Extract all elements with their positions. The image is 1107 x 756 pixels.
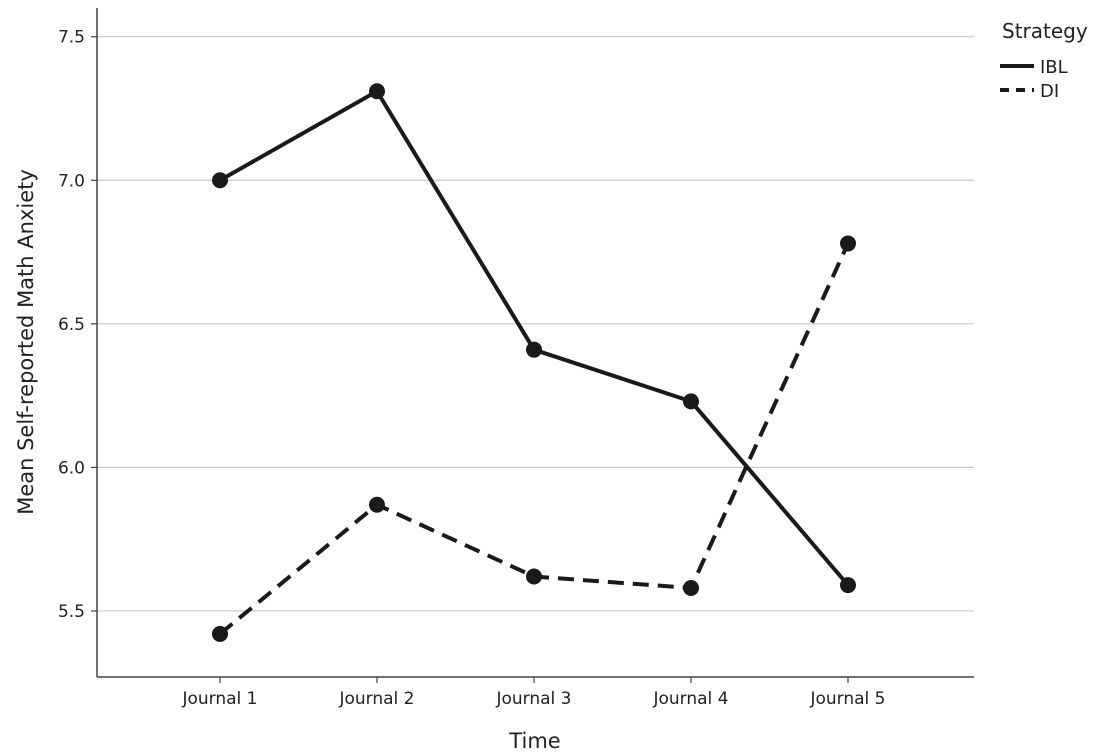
y-tick-label: 5.5 <box>58 602 85 622</box>
series-ibl <box>212 83 856 594</box>
data-point-di <box>212 625 228 642</box>
y-tick-labels: 5.5 6.0 6.5 7.0 7.5 <box>58 28 85 622</box>
x-tick-label: Journal 1 <box>181 689 257 709</box>
data-point-ibl <box>212 172 228 189</box>
data-point-ibl <box>526 341 542 358</box>
data-point-ibl <box>369 83 385 100</box>
data-point-di <box>683 579 699 596</box>
y-tick-label: 6.0 <box>58 458 85 478</box>
axes <box>96 8 974 678</box>
series-line-ibl <box>219 89 850 587</box>
x-axis-title: Time <box>508 729 560 753</box>
legend-label-di: DI <box>1040 81 1059 102</box>
data-point-di <box>840 235 856 252</box>
data-point-di <box>526 568 542 585</box>
y-tick-label: 7.5 <box>58 28 85 48</box>
y-axis-title: Mean Self-reported Math Anxiety <box>14 169 38 515</box>
x-tick-label: Journal 2 <box>338 689 414 709</box>
legend-items: IBL DI <box>1000 57 1068 102</box>
legend-label-ibl: IBL <box>1040 57 1068 78</box>
x-tick-label: Journal 5 <box>809 689 885 709</box>
legend-title: Strategy <box>1002 19 1088 43</box>
series-di <box>212 235 856 642</box>
x-tick-labels: Journal 1 Journal 2 Journal 3 Journal 4 Jour… <box>181 677 886 709</box>
legend: Strategy IBL DI <box>1000 19 1088 102</box>
data-point-ibl <box>840 577 856 594</box>
series-lines <box>212 83 856 642</box>
x-tick-label: Journal 3 <box>495 689 571 709</box>
data-point-di <box>369 496 385 513</box>
y-tick-label: 6.5 <box>58 315 85 335</box>
grid-lines <box>91 36 974 612</box>
x-tick-label: Journal 4 <box>652 689 728 709</box>
y-tick-label: 7.0 <box>58 171 85 191</box>
data-point-ibl <box>683 393 699 410</box>
